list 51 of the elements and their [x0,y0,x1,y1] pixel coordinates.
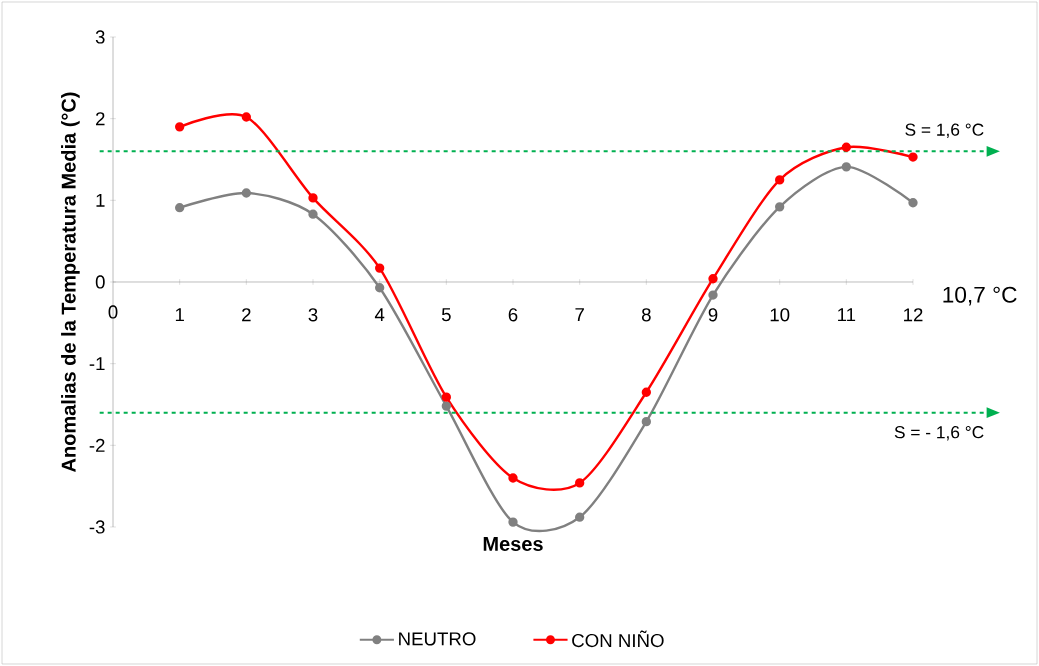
y-tick-label: -1 [89,357,105,371]
point [441,401,452,411]
x-tick-label: 7 [575,308,584,322]
point [375,283,385,293]
legend-label: NEUTRO [399,632,476,646]
x-tick-label: 12 [904,308,923,322]
x-tick-label: 9 [708,308,718,322]
point [175,122,185,132]
point [575,478,585,488]
y-tick-label: -2 [89,438,105,452]
x-tick-label: 4 [374,308,385,322]
x-tick-label: 6 [508,308,518,322]
point [508,473,518,483]
y-tick-label: -3 [89,520,105,534]
x-tick-label: 3 [308,308,318,322]
y-tick-label: 0 [95,275,105,289]
point [375,263,385,273]
point [841,142,851,152]
x-tick-label: 10 [770,308,790,322]
point [775,175,785,185]
point [241,188,252,198]
point [175,203,185,213]
text: 10,7 °C [943,286,1017,306]
ref-line-label: S = - 1,6 °C [894,426,984,441]
y-tick-label: 2 [96,112,105,126]
point [308,193,318,203]
point [708,274,718,284]
point [641,416,651,427]
point [908,198,918,208]
point [441,392,452,402]
point [575,512,585,522]
x-tick-label: 8 [641,308,651,322]
x-tick-label: 0 [108,305,118,319]
x-tick-label: 2 [242,308,251,322]
point [508,517,518,527]
x-tick-label: 11 [838,308,856,322]
point [641,387,651,397]
y-tick-label: 1 [96,193,105,207]
x-axis-title: Meses [483,537,543,551]
y-axis-title: Anomalias de la Temperatura Media (°C) [61,92,80,473]
point [708,290,718,300]
y-tick-label: 3 [95,30,105,44]
legend-label: CON NIÑO [572,630,664,648]
point [908,152,918,162]
point [308,209,318,219]
point [775,202,785,212]
ref-line-label: S = 1,6 °C [905,123,984,138]
x-tick-label: 1 [175,308,184,322]
point [841,162,851,172]
x-tick-label: 5 [441,308,451,322]
point [241,112,252,122]
